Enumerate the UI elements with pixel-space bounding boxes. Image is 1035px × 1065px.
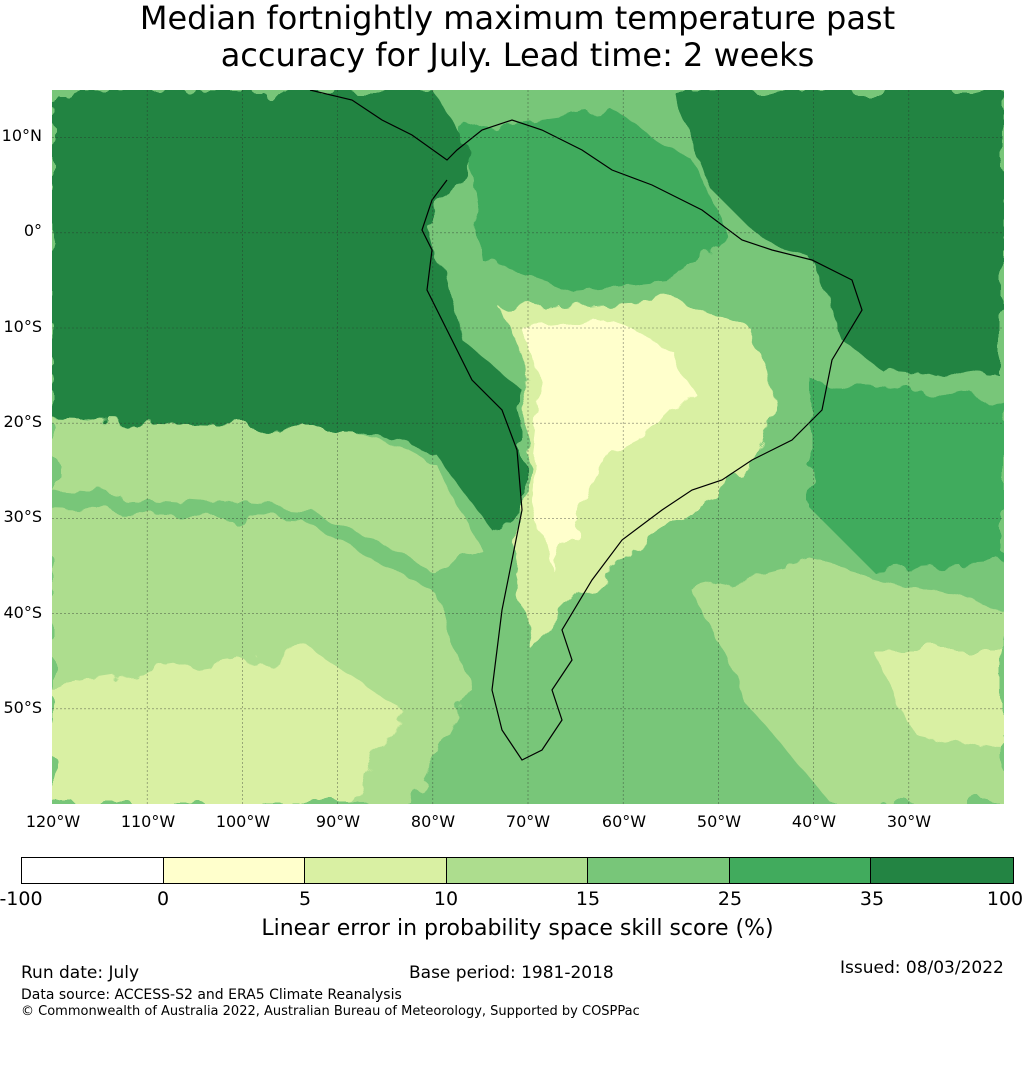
region-west-mid [52,420,482,570]
lat-label-20s: 20°S [3,412,42,431]
legend-swatch-6 [871,858,1013,883]
legend-swatch-3 [446,858,589,883]
legend-tick-100: 100 [986,888,1024,910]
legend-tick-15: 15 [575,888,601,910]
region-southeast-low [692,560,1004,804]
lat-label-40s: 40°S [3,603,42,622]
lon-label-50w: 50°W [696,812,742,831]
data-source: Data source: ACCESS-S2 and ERA5 Climate … [21,987,402,1003]
base-period: Base period: 1981-2018 [409,963,614,983]
lat-label-10s: 10°S [3,317,42,336]
lon-label-90w: 90°W [315,812,361,831]
legend-tick-minus100: -100 [0,888,43,910]
lon-label-40w: 40°W [791,812,837,831]
lon-label-60w: 60°W [601,812,647,831]
map-title-line-2: accuracy for July. Lead time: 2 weeks [220,36,815,74]
region-south-atlantic [812,380,1004,570]
region-north-sa [462,110,732,290]
legend-colorbar [21,857,1014,884]
legend-tick-10: 10 [433,888,459,910]
skill-field [52,90,1004,804]
lat-label-30s: 30°S [3,507,42,526]
skill-score-map [52,90,1004,804]
map-graticule [52,90,1004,804]
copyright: © Commonwealth of Australia 2022, Austra… [21,1004,640,1019]
region-southeast-lowest [872,650,1004,750]
legend-tick-35: 35 [859,888,885,910]
legend-swatch-1 [163,858,306,883]
run-date: Run date: July [21,963,140,983]
lat-label-10n: 10°N [1,126,42,145]
lon-label-120w: 120°W [25,812,81,831]
legend-label: Linear error in probability space skill … [261,916,774,941]
map-title-line-1: Median fortnightly maximum temperature p… [139,0,896,37]
legend-tick-0: 0 [156,888,170,910]
legend-swatch-4 [588,858,730,883]
region-southwest-low [52,650,402,804]
map-title: Median fortnightly maximum temperature p… [0,0,1035,74]
lon-label-70w: 70°W [505,812,551,831]
lat-label-50s: 50°S [3,698,42,717]
legend-tick-5: 5 [298,888,312,910]
legend-swatch-5 [729,858,872,883]
region-pacific-high [52,90,522,530]
lon-label-80w: 80°W [410,812,456,831]
region-patagonia [472,650,692,804]
lon-label-30w: 30°W [886,812,932,831]
legend-swatch-2 [305,858,447,883]
legend-tick-25: 25 [717,888,743,910]
lon-label-100w: 100°W [215,812,271,831]
lon-label-110w: 110°W [120,812,176,831]
region-sa-lowest [522,320,692,570]
lat-label-0: 0° [23,221,42,240]
issued-date: Issued: 08/03/2022 [840,958,1004,978]
legend-swatch-0 [22,858,164,883]
south-america-coastline [309,90,863,761]
region-atlantic-high [672,90,1004,380]
